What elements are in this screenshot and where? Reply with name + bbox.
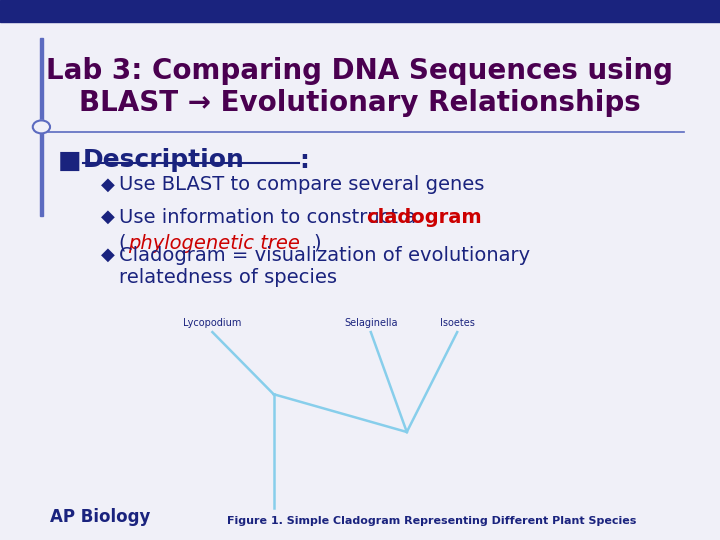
Text: Isoetes: Isoetes — [440, 318, 474, 328]
Text: Use information to construct a: Use information to construct a — [119, 208, 422, 227]
Text: ◆: ◆ — [101, 246, 114, 264]
Text: AP Biology: AP Biology — [50, 509, 150, 526]
Text: Description: Description — [83, 148, 245, 172]
Text: Selaginella: Selaginella — [344, 318, 397, 328]
Text: Lycopodium: Lycopodium — [183, 318, 242, 328]
Text: cladogram: cladogram — [366, 208, 482, 227]
Text: Cladogram = visualization of evolutionary
relatedness of species: Cladogram = visualization of evolutionar… — [119, 246, 530, 287]
Text: Use BLAST to compare several genes: Use BLAST to compare several genes — [119, 176, 484, 194]
Text: Figure 1. Simple Cladogram Representing Different Plant Species: Figure 1. Simple Cladogram Representing … — [228, 516, 636, 526]
Text: ■: ■ — [58, 148, 81, 172]
Text: ): ) — [313, 234, 321, 253]
Text: :: : — [299, 148, 309, 172]
Text: ◆: ◆ — [101, 208, 114, 226]
Text: ◆: ◆ — [101, 176, 114, 193]
Text: phylogenetic tree: phylogenetic tree — [128, 234, 300, 253]
Text: (: ( — [119, 234, 126, 253]
Text: Lab 3: Comparing DNA Sequences using
BLAST → Evolutionary Relationships: Lab 3: Comparing DNA Sequences using BLA… — [47, 57, 673, 117]
